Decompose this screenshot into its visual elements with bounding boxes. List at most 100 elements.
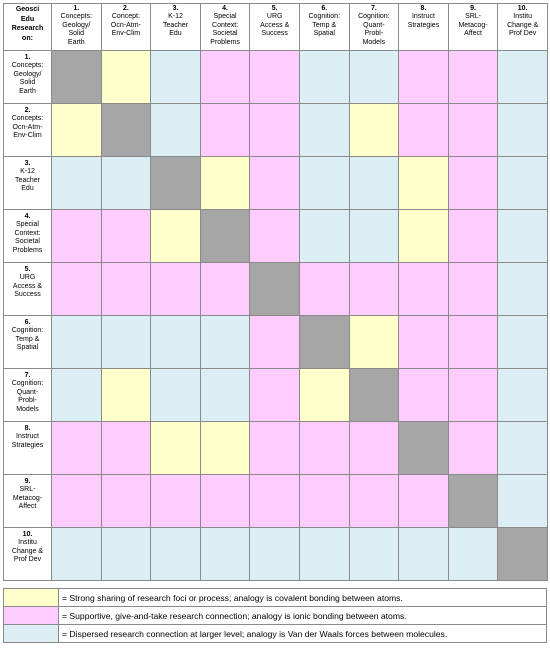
column-header-label-line: Concepts: <box>60 13 93 21</box>
legend-swatch-strong <box>3 588 59 607</box>
column-header-label-line: Env-Clim <box>111 30 141 38</box>
matrix-cell-strong <box>348 315 400 369</box>
matrix-cell-self <box>398 421 449 475</box>
legend-description: = Dispersed research connection at large… <box>58 624 547 643</box>
column-header-label-line: Solid <box>68 30 85 38</box>
column-header-label-line: Context: <box>212 21 239 29</box>
column-header-9: 9. SRL- Metacog- Affect <box>447 3 499 51</box>
matrix-cell-dispersed <box>150 50 201 104</box>
matrix-cell-dispersed <box>348 156 400 210</box>
row-header-label-line: K-12 <box>20 168 35 176</box>
matrix-cell-support <box>249 368 300 422</box>
row-header-number: 3. <box>24 160 31 167</box>
column-header-label-line: Ocn-Atm- <box>110 21 141 29</box>
column-header-label-line: Change & <box>507 21 539 29</box>
matrix-cell-strong <box>100 368 152 422</box>
matrix-cell-dispersed <box>497 315 548 369</box>
matrix-cell-dispersed <box>150 368 201 422</box>
row-header-label-line: Strategies <box>11 441 44 449</box>
column-header-label-line: SRL- <box>465 13 482 21</box>
matrix-cell-self <box>497 527 548 581</box>
column-header-7: 7. Cognition: Quant- Probl- Models <box>348 3 400 51</box>
matrix-cell-dispersed <box>150 527 201 581</box>
column-header-3: 3. K-12 Teacher Edu <box>150 3 201 51</box>
matrix-cell-dispersed <box>298 103 350 157</box>
column-header-row: Geosci Edu Research on: 1. Concepts: Geolo… <box>3 3 548 51</box>
matrix-cell-dispersed <box>100 527 152 581</box>
matrix-cell-strong <box>150 421 201 475</box>
column-header-10: 10. Institu Change & Prof Dev <box>497 3 548 51</box>
matrix-body: 1. Concepts: Geology/Solid Earth 2. Concepts:… <box>3 50 548 581</box>
legend-row-support: = Supportive, give-and-take research con… <box>3 606 547 625</box>
matrix-cell-support <box>51 209 102 263</box>
matrix-cell-support <box>150 262 201 316</box>
corner-line: Research <box>11 25 44 33</box>
corner-line: Edu <box>20 15 35 23</box>
matrix-cell-support <box>447 368 499 422</box>
matrix-cell-dispersed <box>298 156 350 210</box>
matrix-cell-dispersed <box>100 315 152 369</box>
matrix-cell-support <box>100 474 152 528</box>
matrix-cell-dispersed <box>348 50 400 104</box>
matrix-cell-self <box>447 474 499 528</box>
matrix-cell-support <box>398 368 449 422</box>
row-header-label-line: SRL- <box>19 486 36 494</box>
row-header-label-line: Geology/ <box>13 70 42 78</box>
matrix-row-7: 7. Cognition: Quant- Probl- Models <box>3 368 548 422</box>
matrix-cell-support <box>249 421 300 475</box>
matrix-row-1: 1. Concepts: Geology/Solid Earth <box>3 50 548 104</box>
row-header-label-line: Edu <box>21 185 34 193</box>
matrix-cell-dispersed <box>199 527 251 581</box>
column-header-label-line: Metacog- <box>458 21 488 29</box>
column-header-label-line: Spatial <box>313 30 335 38</box>
matrix-cell-dispersed <box>497 368 548 422</box>
matrix-cell-dispersed <box>51 315 102 369</box>
row-header-label-line: Quant- <box>16 388 39 396</box>
corner-line: on: <box>22 34 33 42</box>
matrix-cell-dispersed <box>497 262 548 316</box>
matrix-cell-strong <box>100 50 152 104</box>
matrix-cell-support <box>51 262 102 316</box>
matrix-cell-support <box>348 474 400 528</box>
legend-row-dispersed: = Dispersed research connection at large… <box>3 624 547 643</box>
matrix-cell-support <box>51 421 102 475</box>
row-header-9: 9. SRL- Metacog- Affect <box>3 474 52 528</box>
column-header-number: 1. <box>73 5 80 12</box>
matrix-cell-support <box>447 50 499 104</box>
matrix-cell-dispersed <box>298 209 350 263</box>
row-header-label-line: Problems <box>12 246 43 254</box>
matrix-cell-support <box>447 156 499 210</box>
matrix-cell-strong <box>150 209 201 263</box>
row-header-label-line: Success <box>14 291 41 299</box>
row-header-label-line: Change & <box>11 547 44 555</box>
matrix-cell-support <box>100 262 152 316</box>
column-header-label-line: Geology/ <box>62 21 91 29</box>
matrix-cell-dispersed <box>497 474 548 528</box>
matrix-cell-dispersed <box>497 103 548 157</box>
row-header-label-line: Cognition: <box>11 327 44 335</box>
row-header-label-line: Instruct <box>16 433 39 441</box>
column-header-label-line: Edu <box>169 30 182 38</box>
matrix-cell-support <box>398 474 449 528</box>
matrix-cell-strong <box>298 368 350 422</box>
column-header-number: 3. <box>172 5 179 12</box>
matrix-cell-self <box>150 156 201 210</box>
column-header-label-line: Affect <box>464 30 482 38</box>
matrix-cell-support <box>348 421 400 475</box>
matrix-cell-strong <box>398 209 449 263</box>
matrix-cell-dispersed <box>199 368 251 422</box>
column-header-label-line: Cognition: <box>308 13 341 21</box>
matrix-cell-support <box>249 209 300 263</box>
matrix-row-10: 10. Institu Change & Prof Dev <box>3 527 548 581</box>
matrix-cell-dispersed <box>497 209 548 263</box>
matrix-cell-strong <box>199 156 251 210</box>
matrix-cell-dispersed <box>150 103 201 157</box>
row-header-label-line: Teacher <box>15 176 40 184</box>
matrix-cell-strong <box>199 421 251 475</box>
matrix-cell-support <box>348 262 400 316</box>
matrix-cell-dispersed <box>51 527 102 581</box>
column-header-number: 4. <box>222 5 228 12</box>
matrix-cell-dispersed <box>447 527 499 581</box>
column-header-label-line: Instruct <box>411 13 435 21</box>
legend: = Strong sharing of research foci or pro… <box>3 588 547 643</box>
